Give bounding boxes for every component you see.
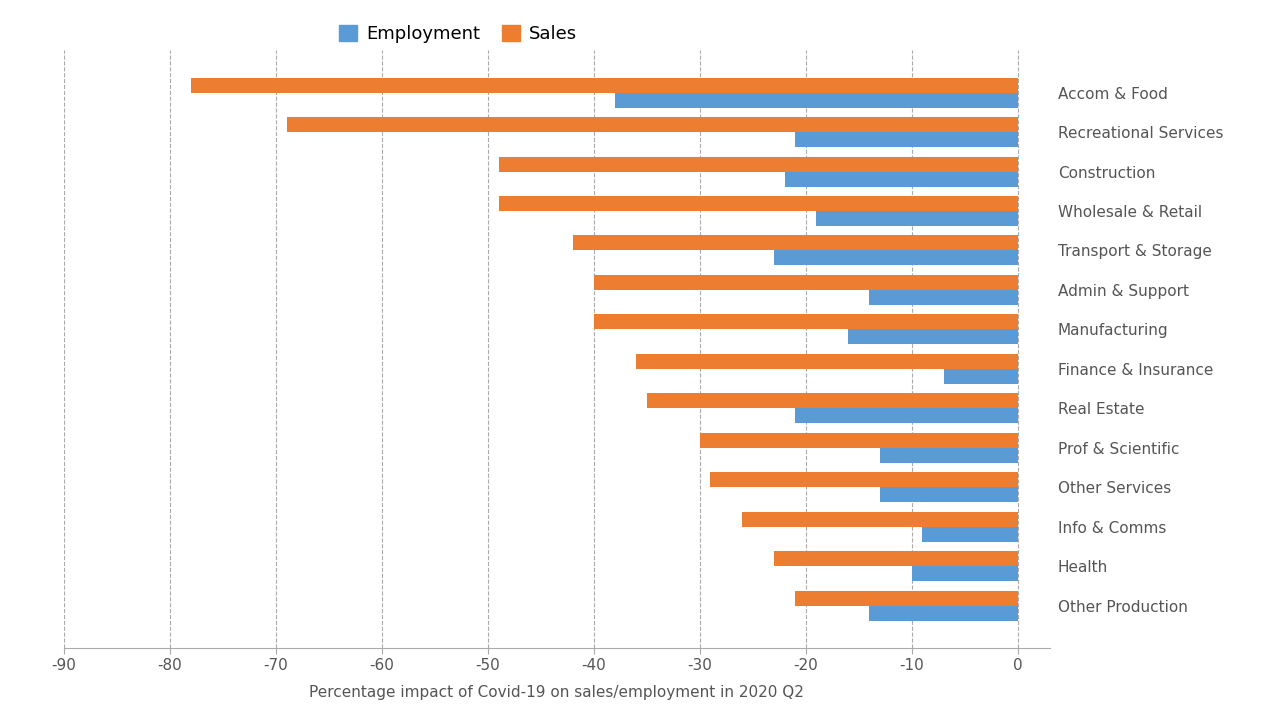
Bar	[742, 512, 1018, 527]
Legend: Employment, Sales: Employment, Sales	[332, 17, 585, 50]
Bar	[943, 369, 1018, 384]
Bar	[923, 527, 1018, 542]
Bar	[774, 552, 1018, 567]
Bar	[636, 354, 1018, 369]
Bar	[710, 472, 1018, 487]
Bar	[498, 156, 1018, 171]
Bar	[572, 235, 1018, 251]
Bar	[817, 211, 1018, 226]
Bar	[795, 591, 1018, 606]
Bar	[700, 433, 1018, 448]
Bar	[849, 330, 1018, 344]
Bar	[287, 117, 1018, 132]
Bar	[785, 171, 1018, 186]
Bar	[881, 487, 1018, 503]
Bar	[774, 251, 1018, 266]
Bar	[869, 606, 1018, 621]
Bar	[869, 290, 1018, 305]
Bar	[594, 275, 1018, 290]
Bar	[191, 78, 1018, 93]
Bar	[881, 448, 1018, 463]
Bar	[616, 93, 1018, 107]
Bar	[646, 393, 1018, 408]
X-axis label: Percentage impact of Covid-19 on sales/employment in 2020 Q2: Percentage impact of Covid-19 on sales/e…	[310, 685, 804, 700]
Bar	[795, 408, 1018, 423]
Bar	[795, 132, 1018, 147]
Bar	[594, 315, 1018, 330]
Bar	[911, 567, 1018, 581]
Bar	[498, 196, 1018, 211]
